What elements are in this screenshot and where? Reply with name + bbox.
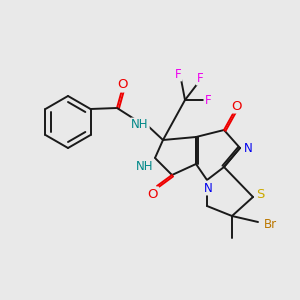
Text: O: O: [231, 100, 241, 112]
Text: O: O: [118, 79, 128, 92]
Text: N: N: [244, 142, 252, 154]
Text: F: F: [175, 68, 181, 80]
Text: N: N: [204, 182, 212, 194]
Text: F: F: [197, 71, 203, 85]
Text: F: F: [205, 94, 211, 106]
Text: NH: NH: [131, 118, 149, 131]
Text: NH: NH: [136, 160, 154, 172]
Text: Br: Br: [263, 218, 277, 230]
Text: S: S: [256, 188, 264, 202]
Text: O: O: [148, 188, 158, 200]
